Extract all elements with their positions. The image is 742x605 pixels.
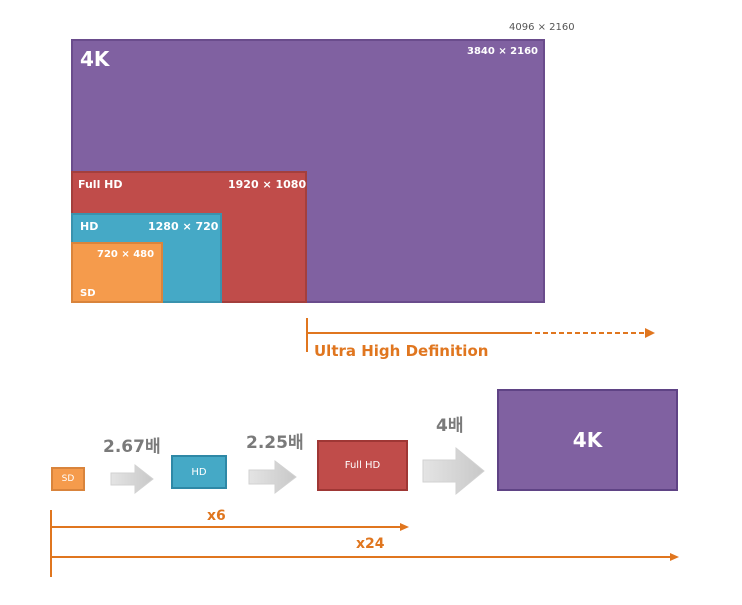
hd-small-box: HD xyxy=(171,455,227,489)
uhd-4k-dimension-label: 3840 × 2160 xyxy=(467,46,539,57)
dci-4k-dimension-label: 4096 × 2160 xyxy=(509,22,575,33)
sd-dimension-label: 720 × 480 xyxy=(97,249,155,260)
uhd-4k-small-box: 4K xyxy=(497,389,678,491)
total-arrow-to-4k xyxy=(51,553,679,561)
total-multiplier-to-4k: x24 xyxy=(356,536,385,552)
total-multiplier-to-full-hd: x6 xyxy=(207,508,226,524)
full-hd-dimension-label: 1920 × 1080 xyxy=(228,178,307,191)
ultra-high-definition-label: Ultra High Definition xyxy=(314,342,489,360)
multiplier-sd-to-hd: 2.67배 xyxy=(103,437,161,457)
full-hd-label: Full HD xyxy=(78,178,123,191)
hd-dimension-label: 1280 × 720 xyxy=(148,220,219,233)
hd-label: HD xyxy=(80,220,99,233)
uhd-4k-label: 4K xyxy=(80,47,110,71)
multiplier-full-hd-to-4k: 4배 xyxy=(436,416,464,436)
sd-label: SD xyxy=(80,288,96,299)
step-arrow-hd-to-full-hd xyxy=(248,459,297,495)
multiplier-hd-to-full-hd: 2.25배 xyxy=(246,433,304,453)
sd-small-box: SD xyxy=(51,467,85,491)
step-arrow-sd-to-hd xyxy=(110,463,154,495)
sd-area xyxy=(71,242,163,303)
uhd-bracket-arrow xyxy=(306,318,655,352)
full-hd-small-box: Full HD xyxy=(317,440,408,491)
total-arrow-to-full-hd xyxy=(51,523,409,531)
step-arrow-full-hd-to-4k xyxy=(422,446,485,496)
